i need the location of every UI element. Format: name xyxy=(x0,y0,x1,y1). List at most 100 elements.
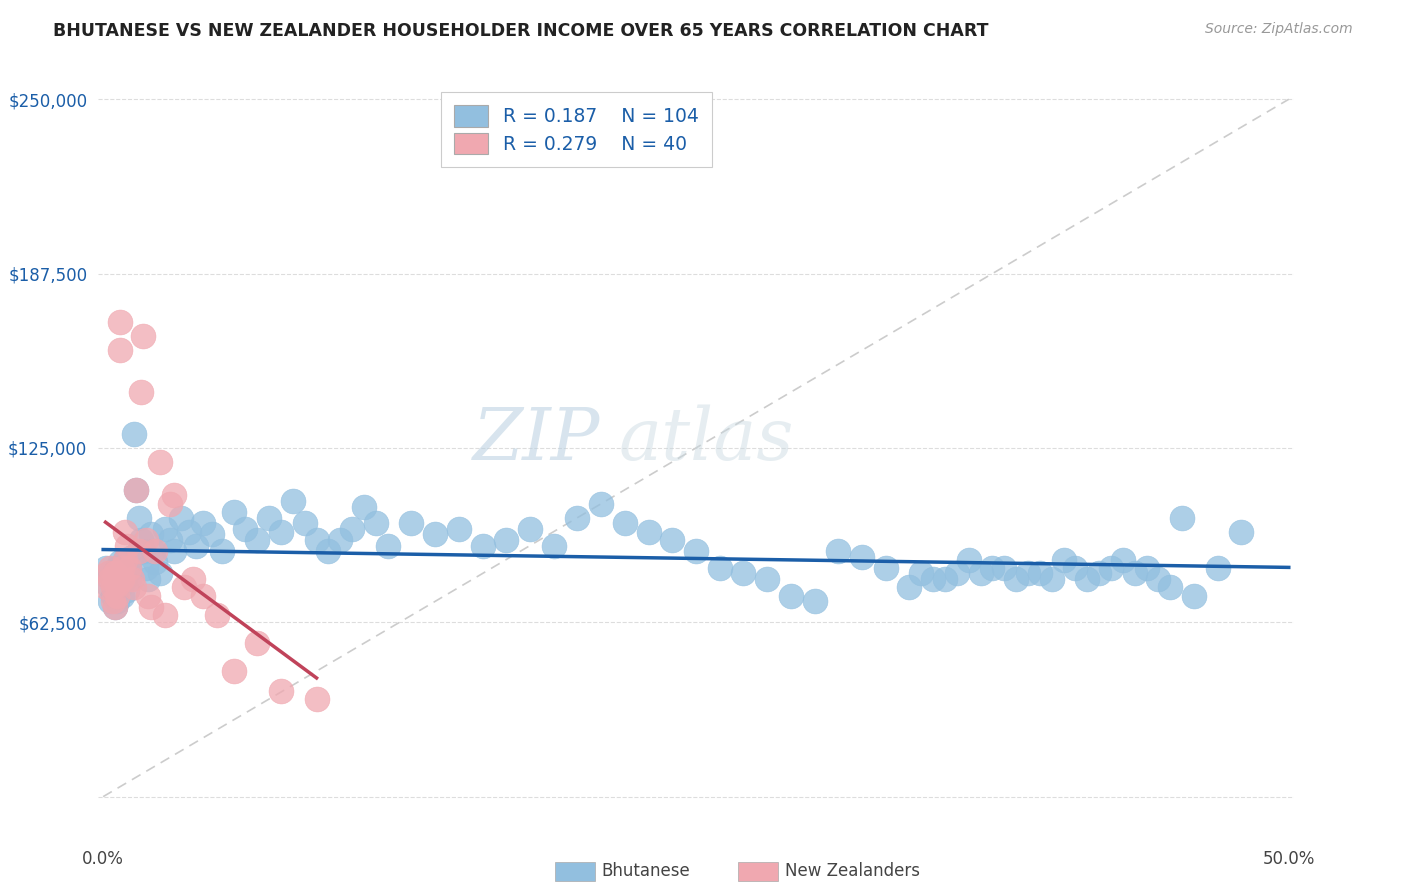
Point xyxy=(910,566,932,581)
Point xyxy=(121,572,143,586)
Point xyxy=(98,566,121,581)
Point xyxy=(898,581,921,595)
Point xyxy=(143,544,166,558)
Point xyxy=(201,527,224,541)
Point xyxy=(98,561,121,575)
Point xyxy=(122,427,145,442)
Point xyxy=(1112,552,1135,566)
Point xyxy=(661,533,683,547)
Point xyxy=(543,539,565,553)
Point xyxy=(159,497,181,511)
Text: atlas: atlas xyxy=(619,404,794,475)
Text: BHUTANESE VS NEW ZEALANDER HOUSEHOLDER INCOME OVER 65 YEARS CORRELATION CHART: BHUTANESE VS NEW ZEALANDER HOUSEHOLDER I… xyxy=(53,22,988,40)
Point xyxy=(153,522,176,536)
Point xyxy=(495,533,517,547)
Point xyxy=(1005,572,1028,586)
Point xyxy=(128,510,150,524)
Point xyxy=(1123,566,1146,581)
Point xyxy=(922,572,945,586)
Point xyxy=(104,566,127,581)
Point xyxy=(1099,561,1122,575)
Point xyxy=(105,561,128,575)
Point xyxy=(1017,566,1039,581)
Legend: R = 0.187    N = 104, R = 0.279    N = 40: R = 0.187 N = 104, R = 0.279 N = 40 xyxy=(441,92,711,168)
Point xyxy=(94,561,117,575)
Point xyxy=(132,544,155,558)
Point xyxy=(257,510,280,524)
Point xyxy=(114,524,136,539)
Point xyxy=(94,581,117,595)
Point xyxy=(114,572,136,586)
Point xyxy=(235,522,257,536)
Point xyxy=(340,522,363,536)
Point xyxy=(97,577,120,591)
Point xyxy=(364,516,387,531)
Point xyxy=(1135,561,1157,575)
Point xyxy=(108,315,131,329)
Point xyxy=(318,544,340,558)
Point xyxy=(733,566,755,581)
Point xyxy=(98,594,121,608)
Point xyxy=(115,566,138,581)
Point xyxy=(205,608,228,623)
Point xyxy=(191,589,214,603)
Point xyxy=(108,555,131,569)
Point xyxy=(97,566,120,581)
Point xyxy=(281,494,304,508)
Point xyxy=(135,561,157,575)
Point xyxy=(159,533,181,547)
Point xyxy=(184,539,207,553)
Point xyxy=(125,483,148,497)
Point xyxy=(111,572,134,586)
Point xyxy=(353,500,375,514)
Point xyxy=(105,589,128,603)
Point xyxy=(143,555,166,569)
Point xyxy=(114,552,136,566)
Point xyxy=(108,581,131,595)
Point xyxy=(211,544,233,558)
Point xyxy=(101,581,124,595)
Point xyxy=(139,599,162,614)
Point xyxy=(163,544,186,558)
Point xyxy=(149,566,172,581)
Point xyxy=(401,516,423,531)
Point xyxy=(803,594,825,608)
Point xyxy=(104,599,127,614)
Point xyxy=(875,561,897,575)
Point xyxy=(1029,566,1052,581)
Point xyxy=(1159,581,1181,595)
Point xyxy=(118,561,141,575)
Point xyxy=(163,488,186,502)
Text: Bhutanese: Bhutanese xyxy=(602,863,690,880)
Point xyxy=(1171,510,1194,524)
Point xyxy=(567,510,589,524)
Text: New Zealanders: New Zealanders xyxy=(785,863,920,880)
Point xyxy=(222,664,245,678)
Point xyxy=(129,533,152,547)
Point xyxy=(101,594,124,608)
Point xyxy=(121,549,143,564)
Point xyxy=(1040,572,1063,586)
Point xyxy=(191,516,214,531)
Point xyxy=(827,544,849,558)
Point xyxy=(246,636,269,650)
Point xyxy=(136,572,159,586)
Point xyxy=(1052,552,1074,566)
Point xyxy=(423,527,446,541)
Point xyxy=(105,594,128,608)
Point xyxy=(104,583,127,598)
Point xyxy=(104,566,127,581)
Point xyxy=(1182,589,1205,603)
Point xyxy=(177,524,200,539)
Point xyxy=(101,572,124,586)
Point xyxy=(1206,561,1229,575)
Point xyxy=(270,524,292,539)
Point xyxy=(471,539,494,553)
Point xyxy=(105,577,128,591)
Point xyxy=(115,583,138,598)
Point xyxy=(957,552,980,566)
Point xyxy=(222,505,245,519)
Point xyxy=(125,483,148,497)
Point xyxy=(108,343,131,358)
Point xyxy=(1147,572,1170,586)
